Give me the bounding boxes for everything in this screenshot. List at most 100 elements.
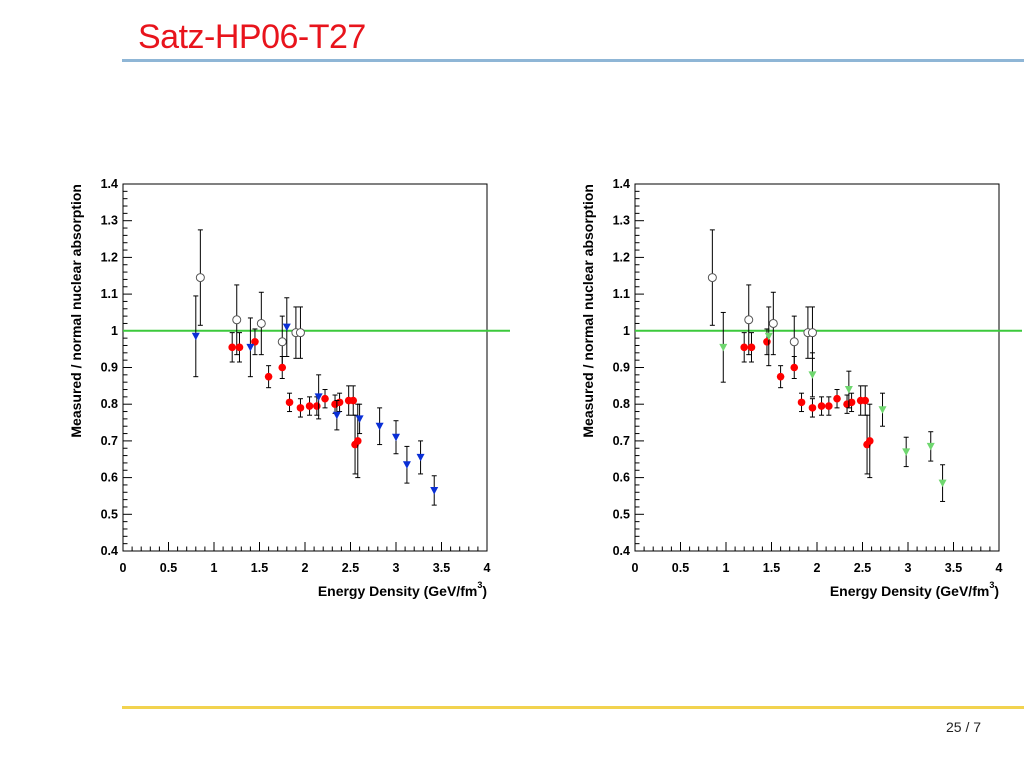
marker-triangle-down [314,393,323,401]
marker-filled-circle [817,402,826,410]
y-tick-label: 1.4 [613,177,630,191]
marker-filled-circle [763,338,771,346]
marker-triangle-down [355,415,364,423]
data-point-filled-circle [296,398,305,418]
data-point-filled-circle [264,365,273,389]
y-tick-label: 1.1 [101,287,118,301]
data-point-triangle-down [332,400,341,431]
x-tick-label: 1 [723,561,730,575]
marker-triangle-down [246,343,255,352]
marker-filled-circle [861,396,870,405]
marker-triangle-down [392,433,400,442]
marker-filled-circle [776,372,785,381]
marker-filled-circle [865,437,874,445]
marker-filled-circle [825,402,833,410]
data-point-triangle-down [355,403,364,435]
data-point-triangle-down [191,295,200,378]
y-tick-label: 0.6 [613,471,630,485]
marker-filled-circle [847,398,856,407]
chart-left: 0 0.5 1 1.5 2 2.5 3 3.5 4 0.4 0.5 0.6 0.7 0.8 0.9 1 1.1 1… [68,177,510,599]
x-axis-title: Energy Density (GeV/fm3) [318,580,487,599]
data-point-open-circle [768,291,778,356]
x-tick-label: 1 [211,561,218,575]
data-point-filled-circle [861,385,870,416]
marker-triangle-down [416,453,425,462]
data-point-open-circle [295,306,305,359]
marker-triangle-down [926,442,935,451]
data-point-filled-circle [790,355,799,380]
data-point-triangle-down [926,431,935,462]
y-tick-label: 1.3 [101,214,118,228]
data-point-filled-circle [825,396,833,416]
x-tick-label: 0.5 [160,561,177,575]
marker-filled-circle [251,338,259,346]
marker-filled-circle [313,402,321,410]
y-tick-label: 0.9 [101,361,118,375]
y-tick-label: 0.6 [101,471,118,485]
data-point-filled-circle [235,332,244,363]
marker-filled-circle [285,398,294,407]
data-point-triangle-down [878,392,887,427]
marker-triangle-down [402,461,411,469]
footer-rule [122,706,1024,709]
marker-triangle-down [375,422,384,431]
marker-triangle-down [430,486,439,495]
marker-open-circle [707,273,717,283]
marker-triangle-down [282,323,291,332]
y-tick-label: 0.9 [613,361,630,375]
data-point-open-circle [707,229,717,326]
x-tick-label: 3 [393,561,400,575]
data-point-triangle-down [938,464,947,502]
marker-filled-circle [321,394,329,403]
marker-triangle-down [902,448,911,456]
marker-filled-circle [349,396,358,405]
data-point-triangle-down [314,374,323,420]
marker-open-circle [256,318,266,328]
data-point-triangle-down [392,420,400,455]
marker-filled-circle [235,343,244,352]
marker-filled-circle [790,363,799,372]
data-point-filled-circle [797,392,806,413]
x-axis-title: Energy Density (GeV/fm3) [830,580,999,599]
data-point-filled-circle [817,396,826,416]
y-tick-label: 0.5 [613,507,630,521]
data-point-filled-circle [833,389,841,409]
marker-filled-circle [797,398,806,407]
marker-open-circle [277,337,287,347]
y-tick-label: 0.7 [613,434,630,448]
y-tick-label: 0.8 [613,397,630,411]
data-point-open-circle [232,284,242,356]
data-point-filled-circle [740,332,748,363]
x-tick-label: 3.5 [945,561,962,575]
y-tick-label: 1.4 [101,177,118,191]
y-tick-label: 0.5 [101,507,118,521]
y-tick-label: 1.1 [613,287,630,301]
page-number: 25 / 7 [946,719,982,735]
x-tick-label: 1.5 [251,561,268,575]
y-tick-label: 0.4 [101,544,118,558]
marker-filled-circle [228,343,236,352]
marker-triangle-down [878,406,887,414]
marker-open-circle [768,318,778,328]
data-point-filled-circle [251,328,259,356]
y-tick-label: 0.8 [101,397,118,411]
plot-frame [122,183,488,552]
data-point-filled-circle [285,392,294,413]
x-tick-label: 2.5 [342,561,359,575]
data-point-triangle-down [902,436,911,468]
x-tick-label: 4 [996,561,1003,575]
data-point-triangle-down [416,440,425,475]
data-point-filled-circle [305,396,314,416]
x-tick-label: 3.5 [433,561,450,575]
marker-filled-circle [747,343,756,352]
x-tick-label: 0 [120,561,127,575]
data-point-open-circle [807,306,817,359]
data-point-triangle-down [282,297,291,357]
data-point-filled-circle [349,385,358,416]
marker-open-circle [295,328,305,338]
marker-triangle-down [808,371,817,379]
x-tick-label: 0.5 [672,561,689,575]
data-point-open-circle [195,229,205,326]
data-point-filled-circle [321,389,329,409]
y-tick-label: 1 [111,324,118,338]
